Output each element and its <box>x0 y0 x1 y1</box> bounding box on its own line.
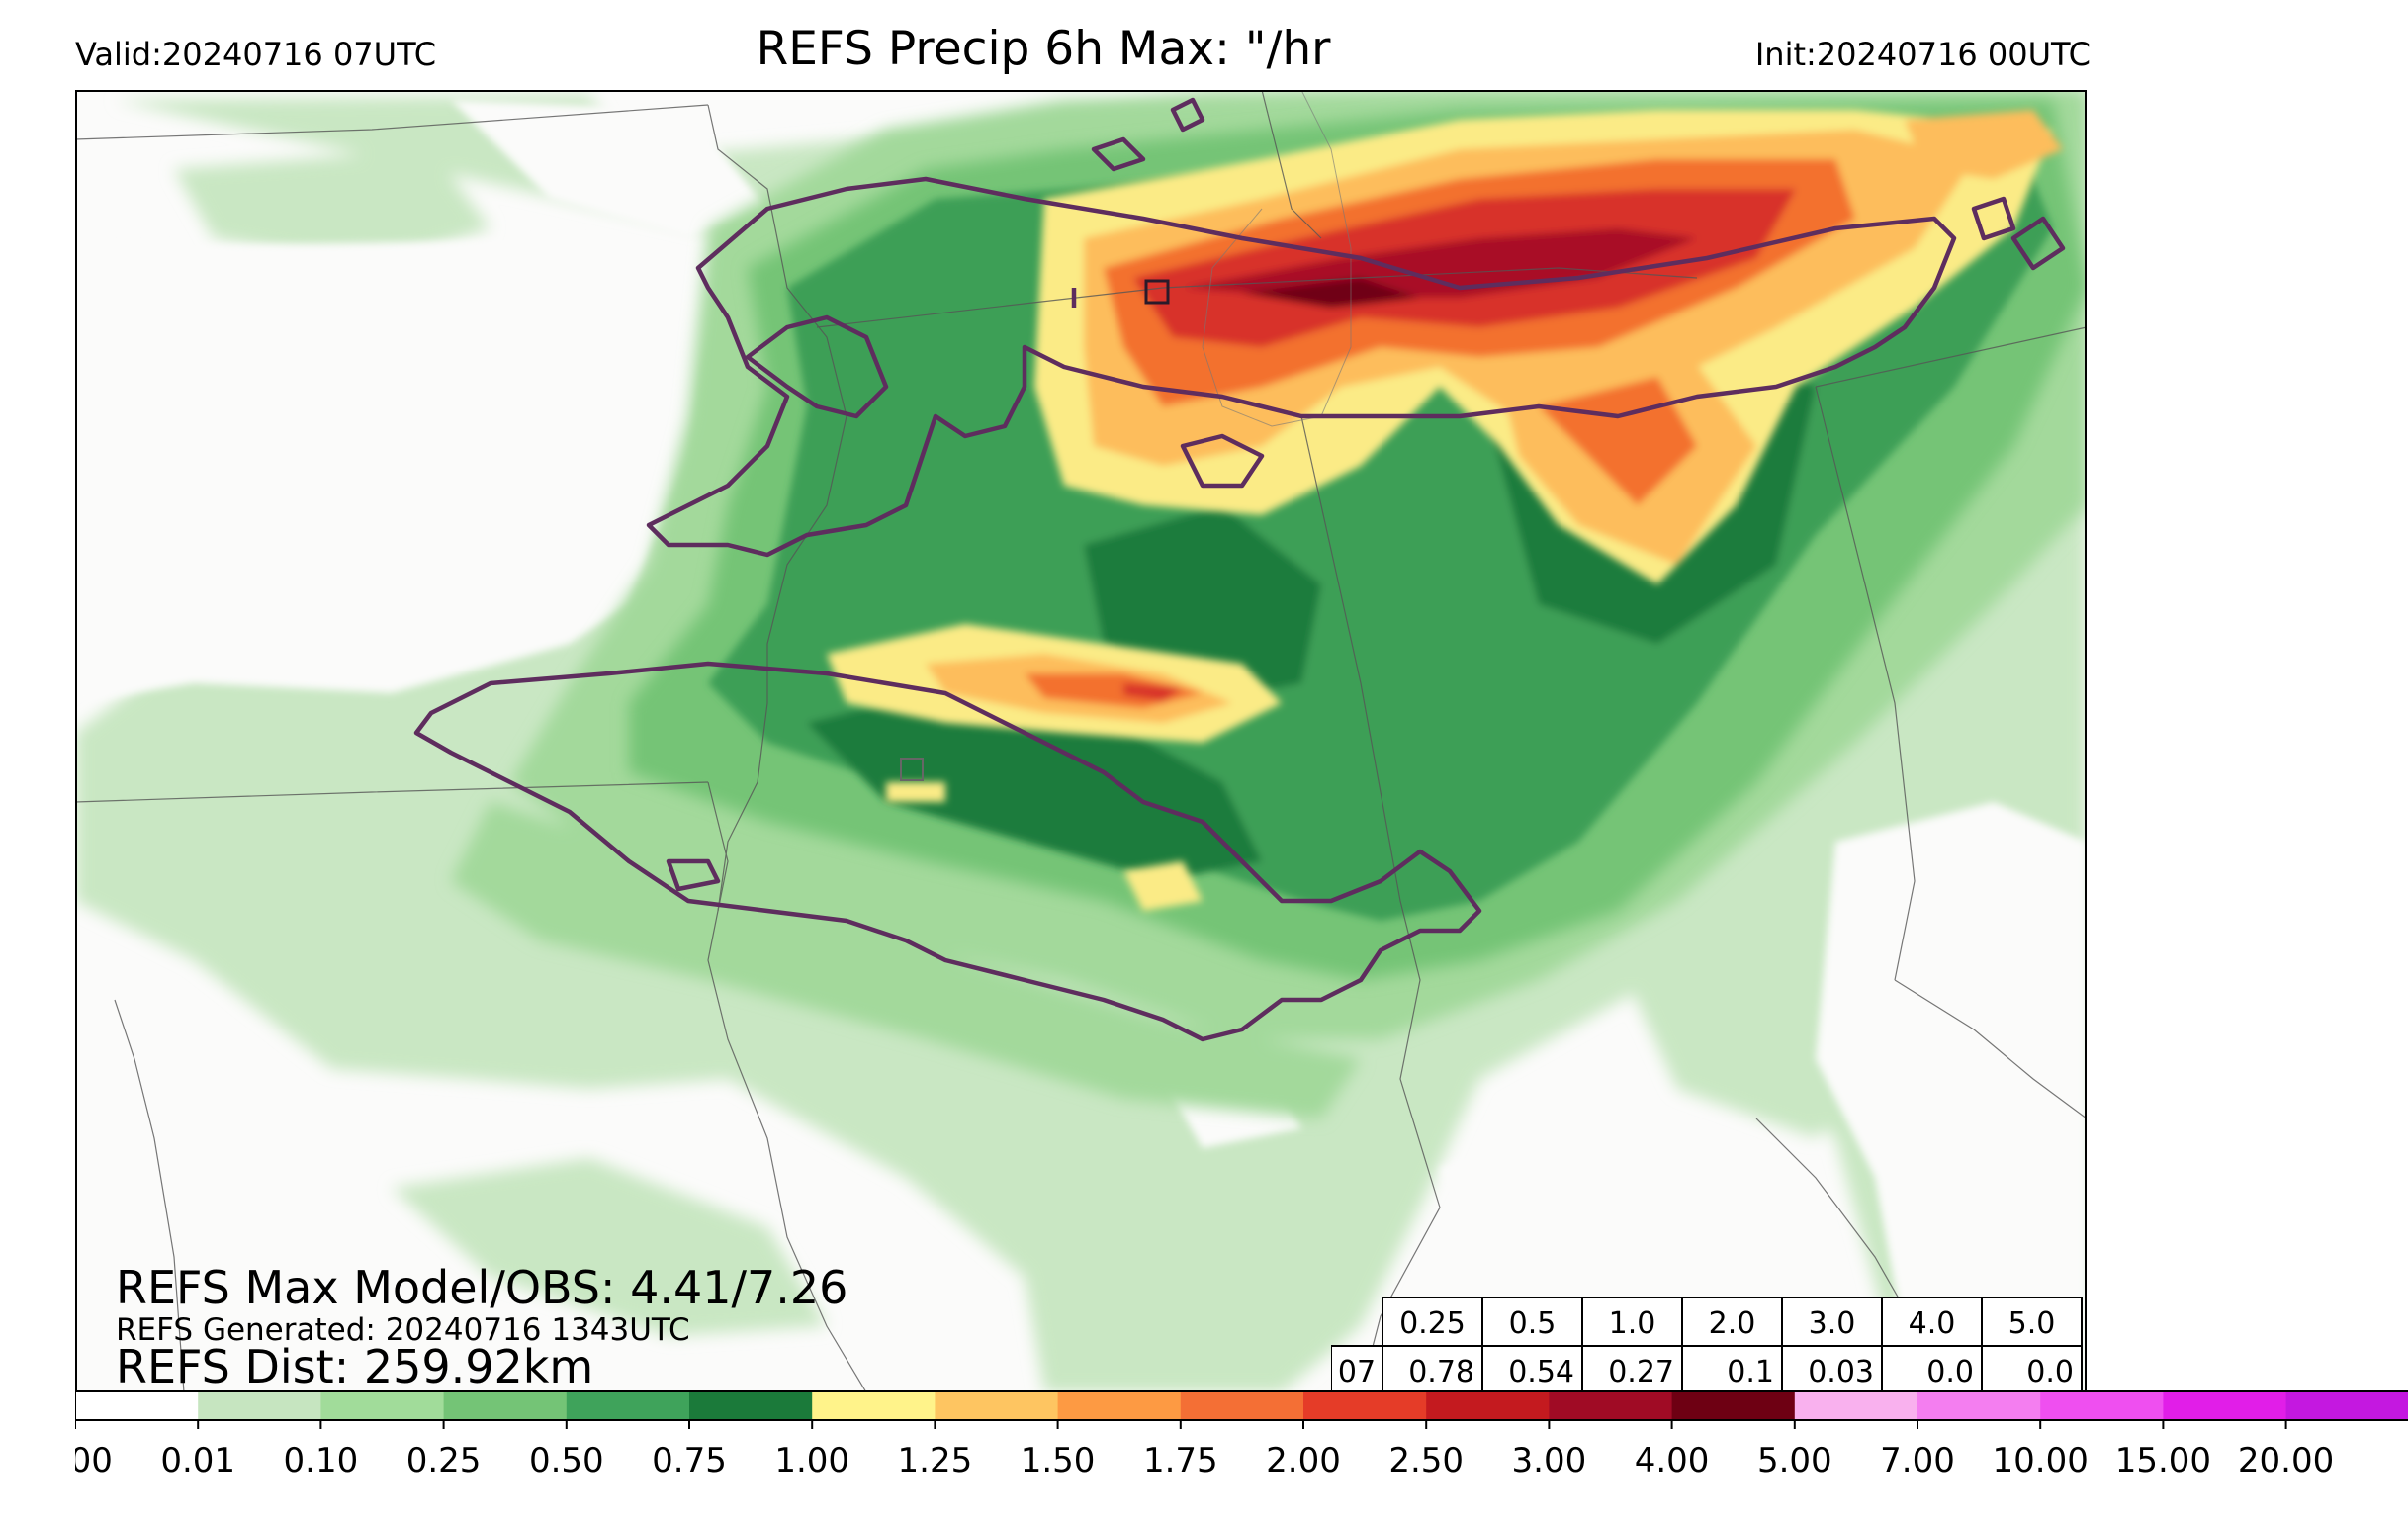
stats-value-6: 0.0 <box>2026 1355 2074 1389</box>
obs-contour-north <box>646 176 1957 558</box>
colorbar-swatch-3 <box>443 1391 568 1420</box>
colorbar-tick-9: 1.75 <box>1143 1441 1218 1480</box>
dist-label: REFS Dist: 259.92km <box>116 1340 594 1393</box>
colorbar-tick-1: 0.01 <box>160 1441 235 1480</box>
colorbar-swatch-15 <box>1917 1391 2041 1420</box>
stats-row-label: 07 <box>1338 1355 1376 1389</box>
max-model-obs-label: REFS Max Model/OBS: 4.41/7.26 <box>116 1261 848 1314</box>
colorbar-tick-2: 0.10 <box>284 1441 359 1480</box>
colorbar-tick-13: 4.00 <box>1635 1441 1710 1480</box>
precip-intense-south <box>827 624 1282 911</box>
lake-outline <box>1202 90 1352 427</box>
colorbar-swatch-0 <box>75 1391 199 1420</box>
stats-threshold-5: 4.0 <box>1909 1306 1956 1341</box>
colorbar-tick-0: 0.00 <box>75 1441 113 1480</box>
colorbar-swatch-6 <box>812 1391 936 1420</box>
colorbar-tick-12: 3.00 <box>1512 1441 1587 1480</box>
colorbar-tick-6: 1.00 <box>774 1441 849 1480</box>
colorbar-tick-17: 15.00 <box>2115 1441 2211 1480</box>
colorbar-tick-11: 2.50 <box>1388 1441 1464 1480</box>
colorbar-swatch-1 <box>198 1391 321 1420</box>
init-time-label: Init:20240716 00UTC <box>1754 36 2091 73</box>
colorbar-tick-18: 20.00 <box>2238 1441 2334 1480</box>
colorbar-swatch-8 <box>1057 1391 1182 1420</box>
stats-threshold-3: 2.0 <box>1709 1306 1756 1341</box>
colorbar-swatch-11 <box>1426 1391 1550 1420</box>
stats-threshold-6: 5.0 <box>2008 1306 2056 1341</box>
stats-value-3: 0.1 <box>1727 1355 1774 1389</box>
colorbar-tick-3: 0.25 <box>406 1441 482 1480</box>
stats-threshold-4: 3.0 <box>1809 1306 1856 1341</box>
stats-threshold-0: 0.25 <box>1399 1306 1466 1341</box>
colorbar-tick-4: 0.50 <box>529 1441 604 1480</box>
stats-value-4: 0.03 <box>1808 1355 1874 1389</box>
obs-contour-south <box>413 661 1482 1042</box>
colorbar-swatch-2 <box>320 1391 445 1420</box>
obs-contours <box>413 97 2066 1042</box>
colorbar-tick-7: 1.25 <box>898 1441 973 1480</box>
stats-value-0: 0.78 <box>1408 1355 1474 1389</box>
colorbar-tick-8: 1.50 <box>1021 1441 1096 1480</box>
stats-threshold-2: 1.0 <box>1609 1306 1656 1341</box>
model-max-marker <box>900 758 924 781</box>
stats-value-5: 0.0 <box>1926 1355 1974 1389</box>
colorbar-tick-16: 10.00 <box>1993 1441 2089 1480</box>
colorbar-swatch-9 <box>1180 1391 1304 1420</box>
colorbar-swatch-5 <box>689 1391 813 1420</box>
colorbar-swatch-17 <box>2163 1391 2287 1420</box>
colorbar-swatch-12 <box>1549 1391 1673 1420</box>
map-title: REFS Precip 6h Max: "/hr <box>756 22 1331 76</box>
colorbar: 0.00 0.01 0.10 0.25 0.50 0.75 1.00 1.25 1.50 1.75… <box>38 1390 2408 1517</box>
obs-max-marker <box>1144 279 1170 305</box>
threshold-stats-table: 07 0.25 0.78 0.5 0.54 1.0 0.27 2.0 0.1 3.0 0.03 4.0… <box>1330 1297 2087 1394</box>
colorbar-swatch-13 <box>1671 1391 1796 1420</box>
colorbar-swatch-14 <box>1794 1391 1918 1420</box>
colorbar-swatch-10 <box>1303 1391 1427 1420</box>
valid-time-label: Valid:20240716 07UTC <box>75 36 437 73</box>
colorbar-tick-14: 5.00 <box>1757 1441 1832 1480</box>
stats-threshold-1: 0.5 <box>1509 1306 1557 1341</box>
colorbar-swatch-18 <box>2285 1391 2408 1420</box>
stats-value-1: 0.54 <box>1508 1355 1574 1389</box>
colorbar-swatch-4 <box>566 1391 690 1420</box>
colorbar-tick-15: 7.00 <box>1880 1441 1955 1480</box>
colorbar-tick-5: 0.75 <box>652 1441 727 1480</box>
colorbar-tick-10: 2.00 <box>1266 1441 1341 1480</box>
state-borders <box>75 90 2087 1392</box>
precip-map <box>75 90 2087 1392</box>
stats-value-2: 0.27 <box>1608 1355 1674 1389</box>
generated-label: REFS Generated: 20240716 1343UTC <box>116 1312 690 1348</box>
colorbar-swatch-7 <box>935 1391 1059 1420</box>
colorbar-swatch-16 <box>2040 1391 2164 1420</box>
